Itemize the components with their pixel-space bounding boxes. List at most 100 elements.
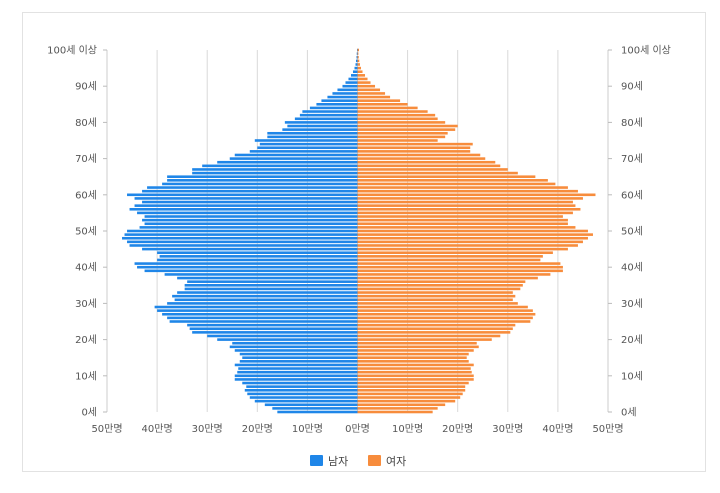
bar-female-age-56[interactable] xyxy=(357,207,581,211)
bar-female-age-95[interactable] xyxy=(357,66,362,70)
bar-male-age-56[interactable] xyxy=(129,207,358,211)
bar-male-age-49[interactable] xyxy=(124,233,358,236)
bar-male-age-54[interactable] xyxy=(144,215,358,218)
bar-female-age-48[interactable] xyxy=(357,236,588,240)
bar-female-age-99[interactable] xyxy=(357,52,359,55)
bar-male-age-20[interactable] xyxy=(217,338,358,341)
bar-male-age-65[interactable] xyxy=(167,175,358,178)
bar-male-age-88[interactable] xyxy=(332,92,358,95)
bar-male-age-38[interactable] xyxy=(164,273,358,276)
bar-male-age-46[interactable] xyxy=(129,244,358,247)
bar-female-age-38[interactable] xyxy=(357,273,551,276)
bar-male-age-17[interactable] xyxy=(234,349,358,352)
bar-female-age-79[interactable] xyxy=(357,124,458,128)
bar-female-age-52[interactable] xyxy=(357,222,568,226)
bar-female-age-24[interactable] xyxy=(357,323,516,327)
bar-female-age-86[interactable] xyxy=(357,99,401,102)
bar-female-age-84[interactable] xyxy=(357,106,418,110)
legend-label-1[interactable]: 여자 xyxy=(386,455,406,468)
bar-female-age-57[interactable] xyxy=(357,204,576,207)
bar-male-age-30[interactable] xyxy=(167,302,358,305)
bar-male-age-33[interactable] xyxy=(177,291,358,294)
bar-male-age-15[interactable] xyxy=(242,356,358,359)
bar-male-age-28[interactable] xyxy=(157,309,358,312)
bar-female-age-23[interactable] xyxy=(357,327,513,331)
bar-male-age-45[interactable] xyxy=(142,247,358,251)
bar-female-age-100[interactable] xyxy=(357,48,360,52)
bar-female-age-60[interactable] xyxy=(357,193,596,197)
bar-female-age-76[interactable] xyxy=(357,135,446,139)
bar-male-age-31[interactable] xyxy=(174,298,358,302)
bar-female-age-75[interactable] xyxy=(357,139,438,142)
bar-male-age-48[interactable] xyxy=(122,236,358,240)
bar-male-age-3[interactable] xyxy=(254,399,358,403)
bar-male-age-22[interactable] xyxy=(192,331,358,334)
bar-female-age-66[interactable] xyxy=(357,171,518,175)
bar-female-age-37[interactable] xyxy=(357,276,538,280)
bar-male-age-53[interactable] xyxy=(142,218,358,222)
bar-male-age-26[interactable] xyxy=(167,316,358,320)
bar-female-age-51[interactable] xyxy=(357,226,576,229)
bar-male-age-80[interactable] xyxy=(284,121,358,124)
bar-male-age-16[interactable] xyxy=(239,352,358,356)
bar-female-age-25[interactable] xyxy=(357,320,531,323)
bar-male-age-78[interactable] xyxy=(282,128,358,131)
bar-male-age-57[interactable] xyxy=(134,204,358,207)
bar-male-age-35[interactable] xyxy=(184,284,358,287)
bar-male-age-98[interactable] xyxy=(356,55,358,59)
bar-female-age-90[interactable] xyxy=(357,84,376,88)
bar-female-age-77[interactable] xyxy=(357,131,448,135)
legend-label-0[interactable]: 남자 xyxy=(328,455,348,468)
bar-female-age-74[interactable] xyxy=(357,142,473,146)
bar-male-age-75[interactable] xyxy=(254,139,358,142)
bar-female-age-32[interactable] xyxy=(357,294,516,298)
bar-male-age-70[interactable] xyxy=(229,157,358,160)
bar-male-age-10[interactable] xyxy=(234,374,358,378)
bar-male-age-41[interactable] xyxy=(134,262,358,265)
bar-female-age-96[interactable] xyxy=(357,63,361,66)
bar-female-age-13[interactable] xyxy=(357,363,474,367)
bar-female-age-97[interactable] xyxy=(357,59,360,63)
bar-female-age-11[interactable] xyxy=(357,370,472,374)
bar-female-age-27[interactable] xyxy=(357,312,536,316)
bar-female-age-26[interactable] xyxy=(357,316,533,320)
bar-female-age-53[interactable] xyxy=(357,218,568,222)
bar-male-age-97[interactable] xyxy=(355,59,358,63)
bar-male-age-68[interactable] xyxy=(202,164,358,168)
bar-female-age-29[interactable] xyxy=(357,305,528,309)
bar-female-age-70[interactable] xyxy=(357,157,486,160)
bar-female-age-67[interactable] xyxy=(357,168,508,171)
bar-female-age-5[interactable] xyxy=(357,392,463,396)
bar-male-age-81[interactable] xyxy=(294,117,358,121)
bar-male-age-7[interactable] xyxy=(246,385,358,388)
bar-male-age-76[interactable] xyxy=(267,135,358,139)
bar-female-age-83[interactable] xyxy=(357,110,428,113)
bar-female-age-44[interactable] xyxy=(357,251,553,255)
bar-female-age-69[interactable] xyxy=(357,160,496,164)
bar-male-age-8[interactable] xyxy=(242,381,358,385)
bar-female-age-40[interactable] xyxy=(357,265,563,269)
bar-male-age-29[interactable] xyxy=(154,305,358,309)
bar-female-age-92[interactable] xyxy=(357,77,368,81)
bar-female-age-34[interactable] xyxy=(357,287,521,291)
bar-female-age-12[interactable] xyxy=(357,367,471,370)
bar-male-age-27[interactable] xyxy=(162,312,358,316)
bar-male-age-43[interactable] xyxy=(159,255,358,258)
bar-female-age-6[interactable] xyxy=(357,388,466,392)
bar-male-age-23[interactable] xyxy=(189,327,358,331)
bar-female-age-33[interactable] xyxy=(357,291,513,294)
bar-male-age-69[interactable] xyxy=(217,160,358,164)
bar-female-age-43[interactable] xyxy=(357,255,543,258)
bar-female-age-42[interactable] xyxy=(357,258,541,262)
bar-male-age-14[interactable] xyxy=(239,360,358,363)
bar-female-age-93[interactable] xyxy=(357,74,366,77)
bar-female-age-35[interactable] xyxy=(357,284,523,287)
bar-male-age-74[interactable] xyxy=(259,142,358,146)
bar-female-age-2[interactable] xyxy=(357,403,446,407)
bar-male-age-99[interactable] xyxy=(356,52,358,55)
bar-male-age-72[interactable] xyxy=(249,150,358,153)
bar-female-age-28[interactable] xyxy=(357,309,533,312)
bar-male-age-66[interactable] xyxy=(192,171,358,175)
bar-male-age-100[interactable] xyxy=(356,48,358,52)
bar-female-age-73[interactable] xyxy=(357,146,471,150)
